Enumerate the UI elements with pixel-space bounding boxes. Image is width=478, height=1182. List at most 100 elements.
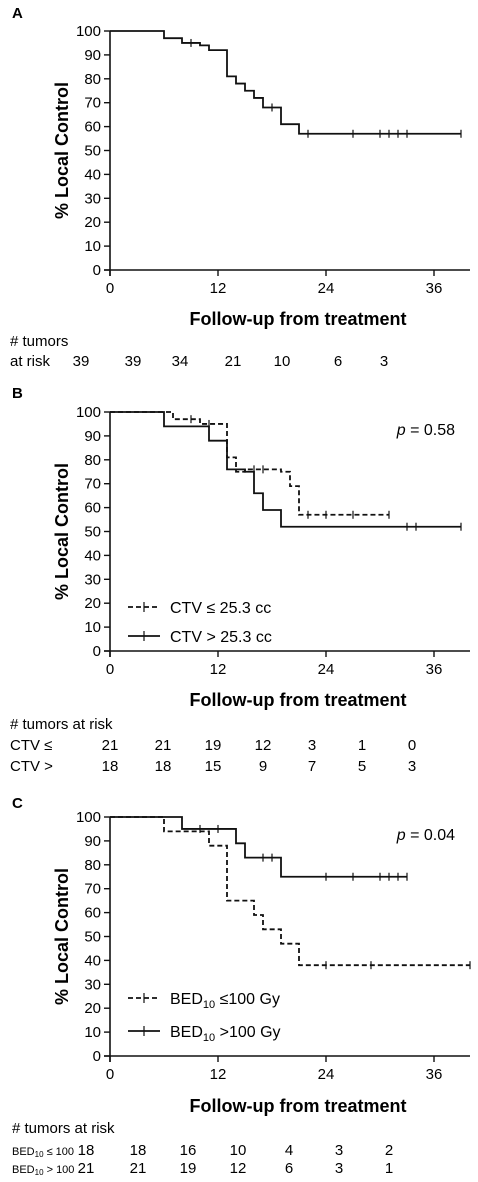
y-tick-label: 20 [84, 1000, 101, 1017]
risk-value: 39 [73, 353, 90, 370]
risk-row-label: CTV ≤ [10, 737, 52, 754]
y-tick-label: 30 [84, 571, 101, 588]
risk-value: 3 [335, 1142, 343, 1159]
y-tick-label: 0 [93, 643, 101, 660]
p-value: p = 0.58 [396, 422, 455, 439]
risk-value: 4 [285, 1142, 293, 1159]
risk-value: 21 [78, 1160, 95, 1177]
risk-value: 12 [230, 1160, 247, 1177]
km-curve-solid [110, 411, 461, 528]
x-tick-label: 24 [318, 280, 335, 297]
risk-table-header: # tumors at risk [12, 1120, 115, 1137]
y-tick-label: 90 [84, 47, 101, 64]
x-tick-label: 36 [426, 1066, 443, 1083]
x-axis-label: Follow-up from treatment [190, 309, 407, 329]
risk-table-header: # tumors [10, 333, 68, 350]
y-tick-label: 80 [84, 71, 101, 88]
y-tick-label: 0 [93, 1048, 101, 1065]
risk-value: 34 [172, 353, 189, 370]
risk-value: 16 [180, 1142, 197, 1159]
y-tick-label: 70 [84, 95, 101, 112]
y-tick-label: 70 [84, 881, 101, 898]
risk-row-label: BED10 ≤ 100 [12, 1146, 74, 1159]
risk-value: 6 [285, 1160, 293, 1177]
risk-value: 18 [130, 1142, 147, 1159]
x-tick-label: 12 [210, 661, 227, 678]
risk-value: 21 [102, 737, 119, 754]
y-tick-label: 50 [84, 929, 101, 946]
y-axis-label: % Local Control [52, 82, 72, 219]
y-tick-label: 60 [84, 119, 101, 136]
y-tick-label: 30 [84, 190, 101, 207]
legend-label: CTV ≤ 25.3 cc [170, 600, 271, 617]
y-axis-label: % Local Control [52, 868, 72, 1005]
y-axis-label: % Local Control [52, 463, 72, 600]
risk-value: 39 [125, 353, 142, 370]
y-tick-label: 50 [84, 524, 101, 541]
y-tick-label: 80 [84, 857, 101, 874]
x-tick-label: 36 [426, 661, 443, 678]
y-tick-label: 0 [93, 262, 101, 279]
risk-value: 2 [385, 1142, 393, 1159]
x-tick-label: 24 [318, 1066, 335, 1083]
risk-value: 18 [78, 1142, 95, 1159]
y-tick-label: 60 [84, 905, 101, 922]
x-tick-label: 0 [106, 661, 114, 678]
x-tick-label: 0 [106, 1066, 114, 1083]
y-tick-label: 20 [84, 595, 101, 612]
km-curve-dashed [110, 816, 470, 967]
risk-value: 9 [259, 758, 267, 775]
legend-label: CTV > 25.3 cc [170, 629, 272, 646]
x-axis-label: Follow-up from treatment [190, 690, 407, 710]
x-tick-label: 24 [318, 661, 335, 678]
risk-value: 21 [155, 737, 172, 754]
risk-value: 19 [205, 737, 222, 754]
risk-table-header: at risk [10, 353, 51, 370]
y-tick-label: 70 [84, 476, 101, 493]
risk-value: 18 [102, 758, 119, 775]
risk-value: 0 [408, 737, 416, 754]
x-tick-label: 0 [106, 280, 114, 297]
panel-a: A 0 10 20 30 40 50 60 70 80 90 100 0 12 24 36 Follow-up … [0, 0, 478, 380]
y-tick-label: 60 [84, 500, 101, 517]
y-tick-label: 40 [84, 547, 101, 564]
risk-value: 18 [155, 758, 172, 775]
risk-table-header: # tumors at risk [10, 716, 113, 733]
x-tick-label: 36 [426, 280, 443, 297]
km-curve-dashed [110, 411, 389, 516]
risk-value: 3 [408, 758, 416, 775]
y-tick-label: 20 [84, 214, 101, 231]
risk-value: 1 [358, 737, 366, 754]
risk-value: 5 [358, 758, 366, 775]
risk-value: 1 [385, 1160, 393, 1177]
risk-value: 12 [255, 737, 272, 754]
y-tick-label: 100 [76, 404, 101, 421]
risk-value: 15 [205, 758, 222, 775]
y-tick-label: 10 [84, 1024, 101, 1041]
y-tick-label: 50 [84, 143, 101, 160]
x-tick-label: 12 [210, 280, 227, 297]
risk-value: 10 [274, 353, 291, 370]
panel-letter-a: A [12, 5, 23, 22]
y-tick-label: 90 [84, 833, 101, 850]
panel-letter-c: C [12, 795, 23, 812]
p-value: p = 0.04 [396, 827, 455, 844]
panel-c: C 0 10 20 30 40 50 60 70 80 90 100 0 12 24 36 Follow-up … [0, 790, 478, 1182]
risk-value: 3 [380, 353, 388, 370]
panel-letter-b: B [12, 385, 23, 402]
risk-value: 3 [308, 737, 316, 754]
km-curve-solid [110, 816, 407, 878]
risk-value: 21 [225, 353, 242, 370]
y-tick-label: 100 [76, 23, 101, 40]
risk-value: 3 [335, 1160, 343, 1177]
y-tick-label: 80 [84, 452, 101, 469]
km-curve-solid [110, 30, 461, 135]
risk-value: 10 [230, 1142, 247, 1159]
y-tick-label: 30 [84, 976, 101, 993]
risk-row-label: BED10 > 100 [12, 1164, 74, 1177]
y-tick-label: 40 [84, 166, 101, 183]
y-tick-label: 40 [84, 952, 101, 969]
risk-value: 6 [334, 353, 342, 370]
